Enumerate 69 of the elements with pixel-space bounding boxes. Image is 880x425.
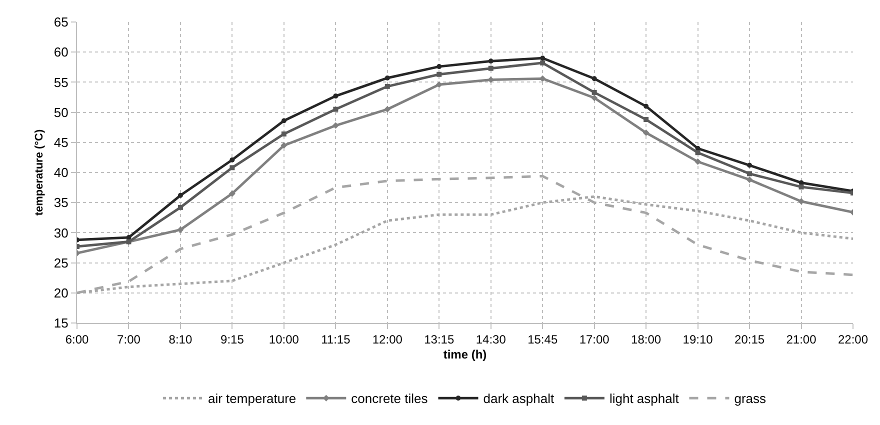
x-tick-label: 13:15	[424, 332, 454, 346]
point	[384, 106, 391, 113]
point	[540, 56, 546, 61]
legend-label: light asphalt	[609, 391, 680, 406]
y-tick-label: 20	[54, 285, 68, 300]
y-tick-label: 60	[54, 44, 68, 60]
point	[230, 165, 235, 170]
y-tick-label: 55	[54, 74, 68, 90]
legend-label: grass	[734, 391, 767, 406]
y-axis-title: temperature (°C)	[34, 129, 46, 216]
x-tick-label: 21:00	[786, 332, 817, 346]
point	[488, 58, 494, 64]
x-tick-label: 14:30	[476, 332, 506, 346]
x-tick-label: 15:45	[528, 332, 558, 346]
x-tick-label: 8:10	[168, 332, 192, 346]
x-tick-label: 18:00	[631, 332, 662, 346]
point	[230, 157, 235, 162]
x-tick-label: 11:15	[321, 332, 351, 346]
x-tick-label: 6:00	[65, 332, 89, 346]
point	[281, 118, 286, 124]
point	[281, 131, 286, 136]
point	[333, 106, 338, 112]
point	[488, 66, 494, 71]
point	[644, 104, 649, 109]
point	[332, 122, 339, 129]
y-tick-label: 15	[54, 316, 68, 331]
point	[798, 184, 804, 190]
point	[592, 76, 597, 82]
point	[798, 198, 805, 205]
y-tick-label: 45	[54, 134, 68, 150]
point	[384, 75, 390, 80]
point	[694, 158, 702, 165]
point	[642, 130, 650, 136]
legend-label: dark asphalt	[483, 391, 554, 406]
point	[178, 192, 183, 198]
point	[177, 226, 184, 233]
y-tick-label: 40	[54, 165, 68, 180]
point	[228, 190, 236, 197]
x-tick-label: 7:00	[117, 332, 141, 346]
x-tick-label: 20:15	[734, 332, 765, 346]
y-tick-label: 30	[54, 225, 68, 240]
x-tick-label: 12:00	[372, 332, 403, 346]
x-tick-label: 10:00	[268, 332, 300, 346]
point	[384, 84, 390, 89]
legend-label: concrete tiles	[351, 391, 428, 406]
y-tick-label: 25	[54, 255, 68, 270]
x-tick-label: 19:10	[682, 332, 714, 346]
point	[333, 94, 338, 99]
point	[540, 60, 546, 66]
point	[436, 72, 442, 77]
point	[436, 64, 442, 70]
y-tick-label: 65	[54, 14, 68, 30]
point	[644, 117, 649, 122]
point	[178, 204, 183, 210]
y-tick-label: 35	[54, 195, 68, 210]
x-tick-label: 22:00	[838, 332, 868, 346]
point	[591, 94, 598, 102]
point	[592, 90, 597, 95]
point	[695, 150, 700, 156]
point	[436, 81, 442, 88]
point	[747, 171, 752, 176]
x-axis-title: time (h)	[443, 347, 487, 362]
x-tick-label: 9:15	[220, 332, 244, 346]
y-tick-label: 50	[54, 104, 68, 120]
point	[746, 176, 753, 183]
point	[280, 142, 288, 149]
point	[747, 162, 752, 168]
legend-label: air temperature	[208, 391, 296, 406]
x-tick-label: 17:00	[579, 332, 610, 346]
